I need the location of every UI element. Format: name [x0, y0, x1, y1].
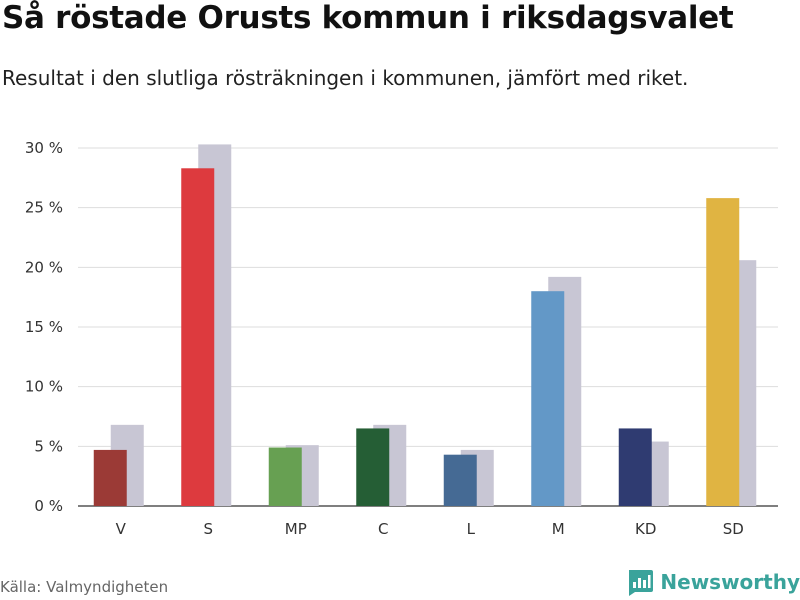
chart-subtitle: Resultat i den slutliga rösträkningen i … — [2, 66, 689, 90]
y-tick-label: 25 % — [25, 199, 63, 217]
source-note: Källa: Valmyndigheten — [0, 578, 169, 596]
bar-mp-orust — [268, 447, 302, 506]
y-tick-label: 0 % — [34, 497, 63, 515]
chart-title: Så röstade Orusts kommun i riksdagsvalet — [2, 0, 734, 36]
x-category-label: S — [203, 520, 213, 538]
x-category-label: KD — [635, 520, 656, 538]
bar-c-orust — [356, 428, 390, 506]
newsworthy-logo-icon — [629, 570, 654, 596]
brand-logo: Newsworthy — [626, 568, 800, 596]
bar-chart: 0 % 5 % 10 % 15 % 20 % 25 % 30 % V S MP C L M KD SD — [25, 139, 778, 538]
y-tick-label: 30 % — [25, 139, 63, 157]
x-category-label: MP — [285, 520, 307, 538]
bar-m-orust — [531, 291, 565, 506]
x-category-label: SD — [723, 520, 744, 538]
bar-l-orust — [443, 454, 477, 506]
y-tick-label: 15 % — [25, 318, 63, 336]
brand-name: Newsworthy — [660, 570, 800, 594]
x-category-label: C — [378, 520, 388, 538]
bar-sd-orust — [706, 198, 740, 506]
bar-s-orust — [181, 168, 215, 506]
x-category-label: M — [552, 520, 565, 538]
bar-v-orust — [93, 449, 127, 506]
x-category-label: L — [467, 520, 476, 538]
y-tick-label: 10 % — [25, 378, 63, 396]
y-tick-label: 20 % — [25, 258, 63, 276]
x-category-label: V — [116, 520, 127, 538]
y-tick-label: 5 % — [34, 437, 63, 455]
bar-kd-orust — [618, 428, 652, 506]
